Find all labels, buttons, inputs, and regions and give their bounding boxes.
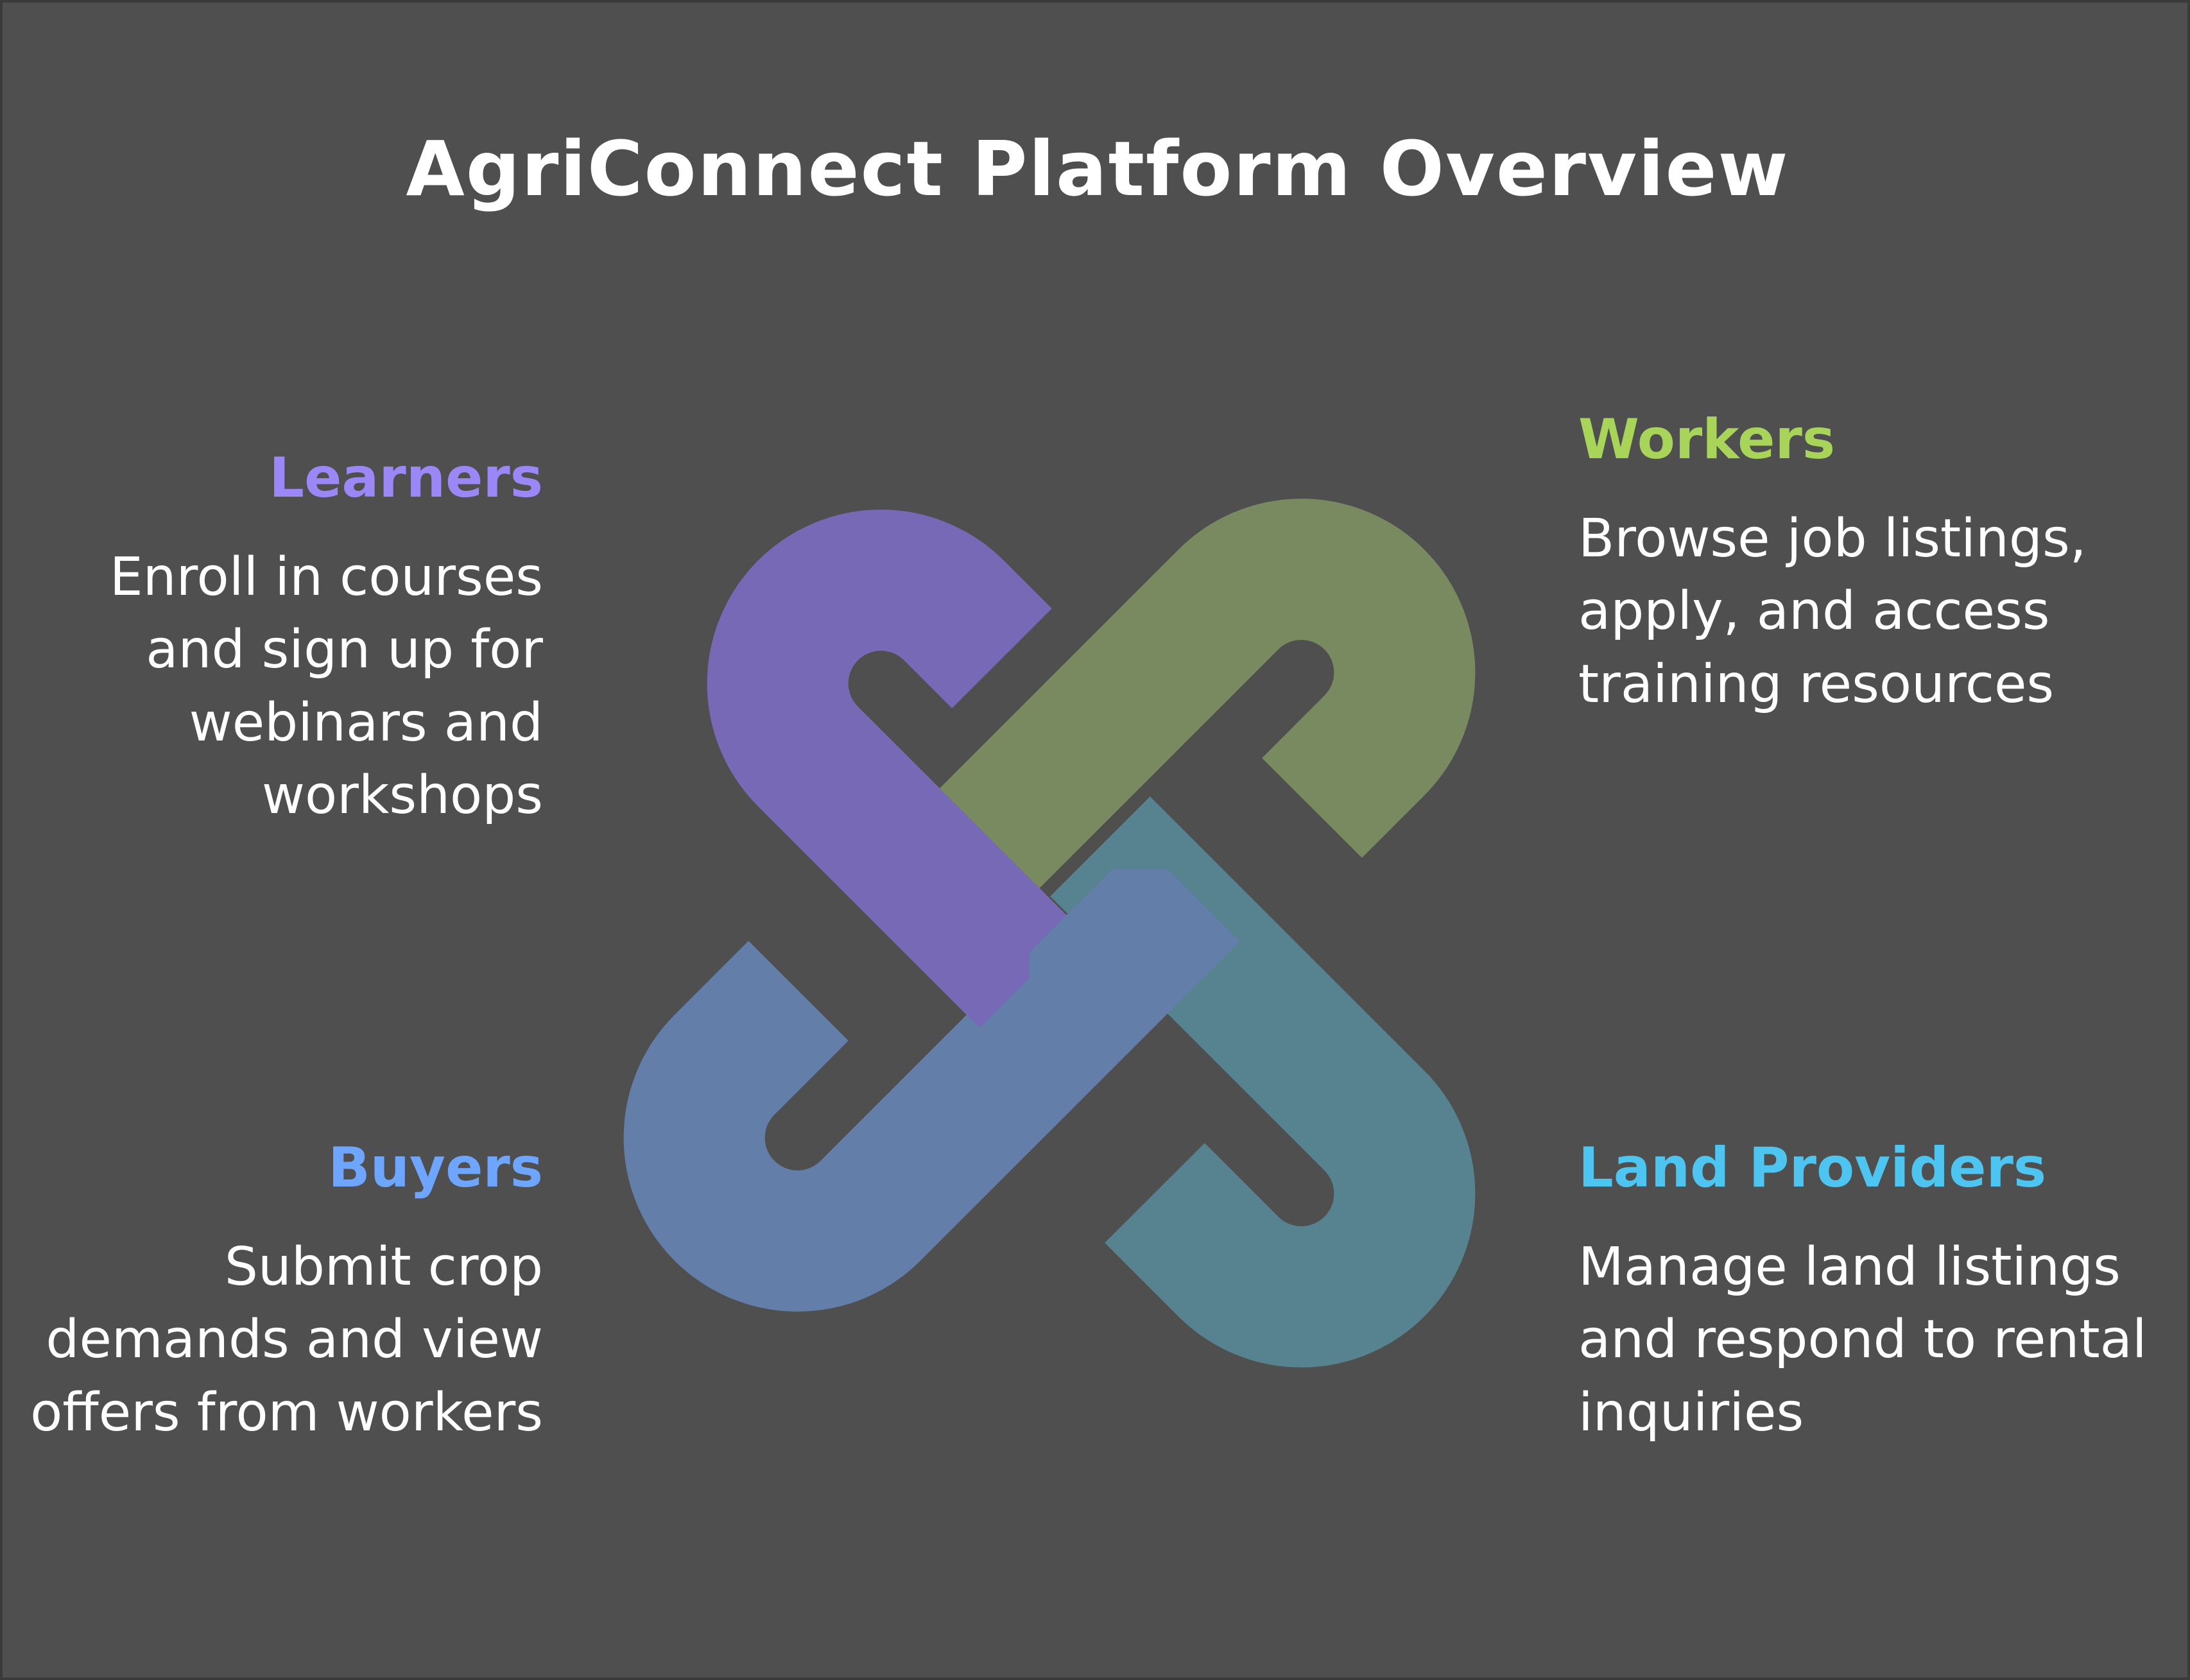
workers-description: Browse job listings, apply, and access t… [1578, 508, 2087, 715]
land-providers-description: Manage land listings and respond to rent… [1578, 1237, 2147, 1443]
workers-block: Workers Browse job listings, apply, and … [1578, 407, 2156, 721]
buyers-link-shape [623, 841, 1240, 1312]
learners-block: Learners Enroll in courses and sign up f… [3, 445, 543, 832]
buyers-block: Buyers Submit crop demands and view offe… [3, 1135, 543, 1449]
learners-description: Enroll in courses and sign up for webina… [109, 547, 543, 826]
interlocking-knot-graphic [623, 499, 1476, 1367]
buyers-title: Buyers [328, 1136, 543, 1200]
workers-link-shape [935, 499, 1476, 893]
land-providers-link-shape [1050, 796, 1476, 1367]
learners-link-shape [707, 510, 1080, 1028]
diagram-title: AgriConnect Platform Overview [406, 124, 1789, 213]
buyers-link-overlap [1030, 869, 1240, 1152]
buyers-description: Submit crop demands and view offers from… [30, 1237, 543, 1443]
learners-title: Learners [269, 446, 543, 510]
workers-title: Workers [1578, 407, 1836, 472]
land-providers-block: Land Providers Manage land listings and … [1578, 1135, 2156, 1449]
land-providers-title: Land Providers [1578, 1136, 2047, 1200]
